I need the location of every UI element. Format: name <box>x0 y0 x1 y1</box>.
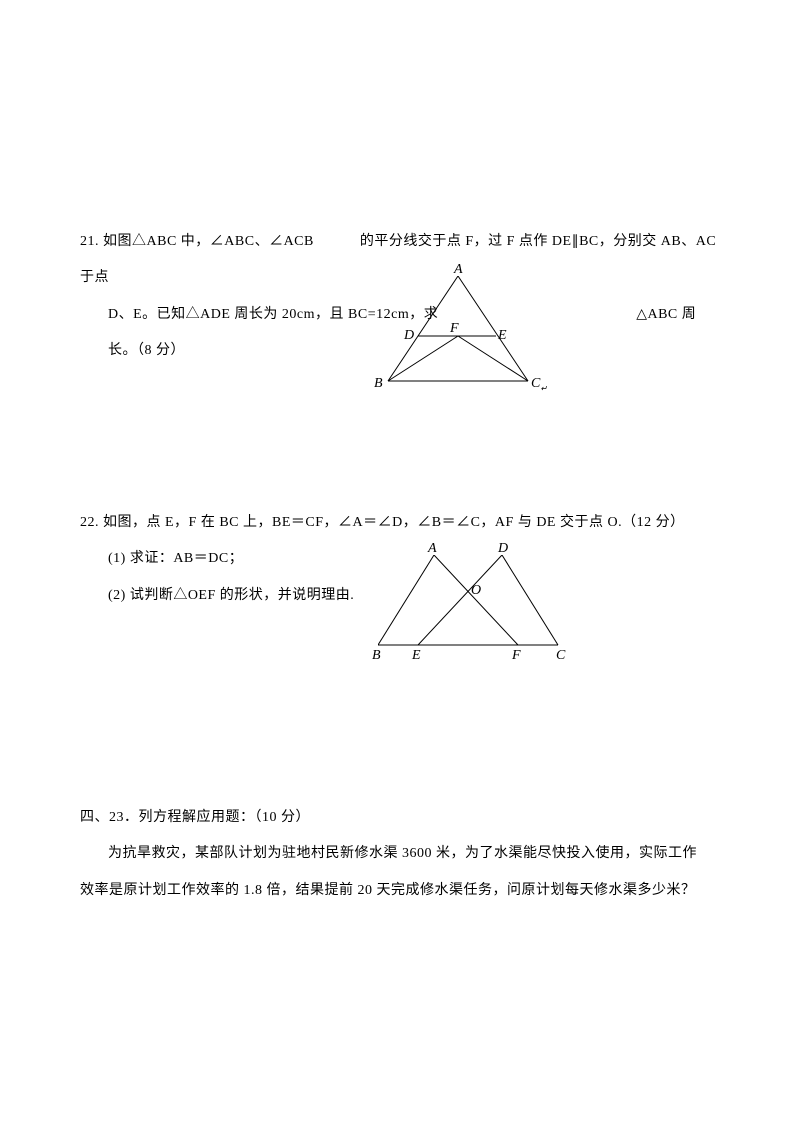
q21-label-C: C↵ <box>531 376 547 393</box>
q21-text-pre: 21. 如图△ABC 中，∠ABC、∠ACB <box>80 234 314 249</box>
q23-heading: 四、23．列方程解应用题：（10 分） <box>80 800 720 836</box>
q22-label-D: D <box>498 541 508 557</box>
q22-label-O: O <box>471 583 481 599</box>
q21-label-D: D <box>404 328 414 344</box>
q22-main: 22. 如图，点 E，F 在 BC 上，BE＝CF，∠A＝∠D，∠B＝∠C，AF… <box>80 505 720 541</box>
q23-body1: 为抗旱救灾，某部队计划为驻地村民新修水渠 3600 米，为了水渠能尽快投入使用，… <box>80 836 720 872</box>
q22-svg <box>378 555 568 665</box>
page: 21. 如图△ABC 中，∠ABC、∠ACB 的平分线交于点 F，过 F 点作 … <box>0 0 800 1132</box>
q23-body2: 效率是原计划工作效率的 1.8 倍，结果提前 20 天完成修水渠任务，问原计划每… <box>80 873 720 909</box>
q21-label-B: B <box>374 376 383 392</box>
q22-label-F: F <box>512 648 521 664</box>
q21-label-A: A <box>454 262 463 278</box>
q21-label-F: F <box>450 321 459 337</box>
q22-label-E: E <box>412 648 421 664</box>
q22-diagram: A B C D E F O <box>378 555 568 665</box>
q21-label-E: E <box>498 328 507 344</box>
q22-label-C: C <box>556 648 565 664</box>
question-23: 四、23．列方程解应用题：（10 分） 为抗旱救灾，某部队计划为驻地村民新修水渠… <box>80 800 720 909</box>
q22-label-A: A <box>428 541 437 557</box>
q22-label-B: B <box>372 648 381 664</box>
q21-diagram: A B C↵ D E F <box>378 276 548 396</box>
